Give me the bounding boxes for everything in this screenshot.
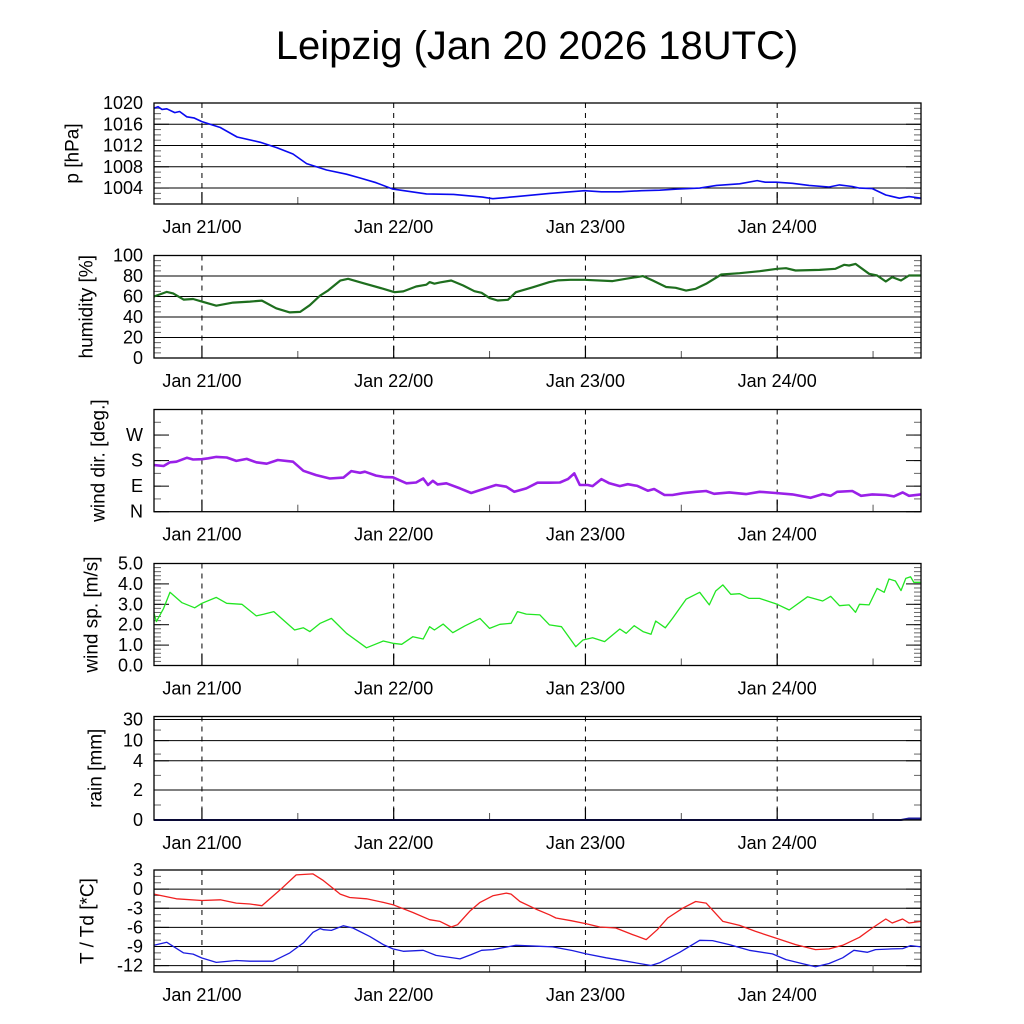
x-tick-label: Jan 22/00 bbox=[354, 985, 433, 1005]
panel-wind-speed: 5.04.03.02.01.00.0 Jan 21/00 Jan 22/00 Jan … bbox=[82, 554, 922, 699]
y-tick-label: 3.0 bbox=[118, 594, 143, 614]
x-tick-label: Jan 24/00 bbox=[738, 371, 817, 391]
x-tick-label: Jan 21/00 bbox=[162, 679, 241, 699]
x-tick-label: Jan 21/00 bbox=[162, 985, 241, 1005]
y-tick-label: 10 bbox=[123, 731, 143, 751]
y-tick-label: 80 bbox=[123, 266, 143, 286]
series-line-p bbox=[153, 105, 922, 200]
x-tick-label: Jan 22/00 bbox=[354, 833, 433, 853]
x-tick-label: Jan 21/00 bbox=[162, 833, 241, 853]
y-axis-label: rain [mm] bbox=[86, 729, 107, 808]
x-tick-label: Jan 23/00 bbox=[546, 985, 625, 1005]
y-tick-label: 1.0 bbox=[118, 635, 143, 655]
y-axis-label: wind dir. [deg.] bbox=[89, 399, 110, 523]
plot-frame bbox=[153, 254, 922, 359]
y-tick-label: 0.0 bbox=[118, 656, 143, 676]
y-tick-label: W bbox=[126, 425, 143, 445]
y-tick-label: S bbox=[131, 451, 143, 471]
y-tick-label: 4 bbox=[133, 751, 143, 771]
y-tick-label: 4.0 bbox=[118, 574, 143, 594]
x-tick-label: Jan 21/00 bbox=[162, 525, 241, 545]
y-tick-label: 60 bbox=[123, 287, 143, 307]
y-tick-label: 0 bbox=[133, 348, 143, 368]
x-tick-label: Jan 23/00 bbox=[546, 833, 625, 853]
series-line-td bbox=[153, 925, 922, 968]
y-tick-label: 3 bbox=[133, 860, 143, 880]
y-tick-label: -3 bbox=[127, 898, 143, 918]
y-tick-label: 30 bbox=[123, 710, 143, 730]
series-line-wind-speed bbox=[153, 576, 921, 649]
y-tick-label: N bbox=[130, 502, 143, 522]
y-tick-label: 1004 bbox=[103, 178, 143, 198]
plot-frame bbox=[153, 869, 922, 973]
series-line-t bbox=[153, 873, 922, 951]
y-axis-label: humidity [%] bbox=[77, 255, 98, 358]
series-line-wind-direction bbox=[153, 455, 922, 500]
plot-frame bbox=[153, 562, 922, 667]
y-tick-label: 0 bbox=[133, 879, 143, 899]
y-tick-label: 40 bbox=[123, 307, 143, 327]
x-tick-label: Jan 23/00 bbox=[546, 525, 625, 545]
y-axis-label: T / Td [*C] bbox=[78, 878, 99, 964]
y-tick-label: 1008 bbox=[103, 157, 143, 177]
plot-frame bbox=[153, 102, 922, 205]
plot-frame bbox=[153, 715, 922, 821]
x-tick-label: Jan 24/00 bbox=[738, 525, 817, 545]
x-tick-label: Jan 24/00 bbox=[738, 217, 817, 237]
x-tick-label: Jan 24/00 bbox=[738, 679, 817, 699]
plot-frame bbox=[153, 408, 922, 513]
y-tick-label: 0 bbox=[133, 810, 143, 830]
y-tick-label: -9 bbox=[127, 937, 143, 957]
y-tick-label: 2 bbox=[133, 780, 143, 800]
y-tick-label: 100 bbox=[113, 246, 143, 266]
y-tick-label: 1020 bbox=[103, 93, 143, 113]
x-tick-label: Jan 21/00 bbox=[162, 217, 241, 237]
panel-temperature: 30-3-6-9-12 Jan 21/00 Jan 22/00 Jan 23/00 Ja… bbox=[78, 860, 922, 1005]
y-tick-label: 5.0 bbox=[118, 554, 143, 574]
x-tick-label: Jan 22/00 bbox=[354, 525, 433, 545]
y-tick-label: -6 bbox=[127, 917, 143, 937]
x-tick-label: Jan 23/00 bbox=[546, 679, 625, 699]
y-tick-label: 20 bbox=[123, 328, 143, 348]
x-tick-label: Jan 22/00 bbox=[354, 371, 433, 391]
y-axis-label: p [hPa] bbox=[63, 123, 84, 183]
x-tick-label: Jan 22/00 bbox=[354, 217, 433, 237]
y-tick-label: E bbox=[131, 476, 143, 496]
x-tick-label: Jan 24/00 bbox=[738, 985, 817, 1005]
y-tick-label: -12 bbox=[117, 956, 143, 976]
y-tick-label: 1016 bbox=[103, 114, 143, 134]
x-tick-label: Jan 22/00 bbox=[354, 679, 433, 699]
x-tick-label: Jan 21/00 bbox=[162, 371, 241, 391]
series-line-humidity bbox=[153, 262, 921, 314]
chart-title: Leipzig (Jan 20 2026 18UTC) bbox=[275, 24, 799, 68]
x-tick-label: Jan 23/00 bbox=[546, 371, 625, 391]
y-axis-label: wind sp. [m/s] bbox=[82, 556, 103, 673]
y-tick-label: 1012 bbox=[103, 136, 143, 156]
y-tick-label: 2.0 bbox=[118, 615, 143, 635]
x-tick-label: Jan 23/00 bbox=[546, 217, 625, 237]
x-tick-label: Jan 24/00 bbox=[738, 833, 817, 853]
